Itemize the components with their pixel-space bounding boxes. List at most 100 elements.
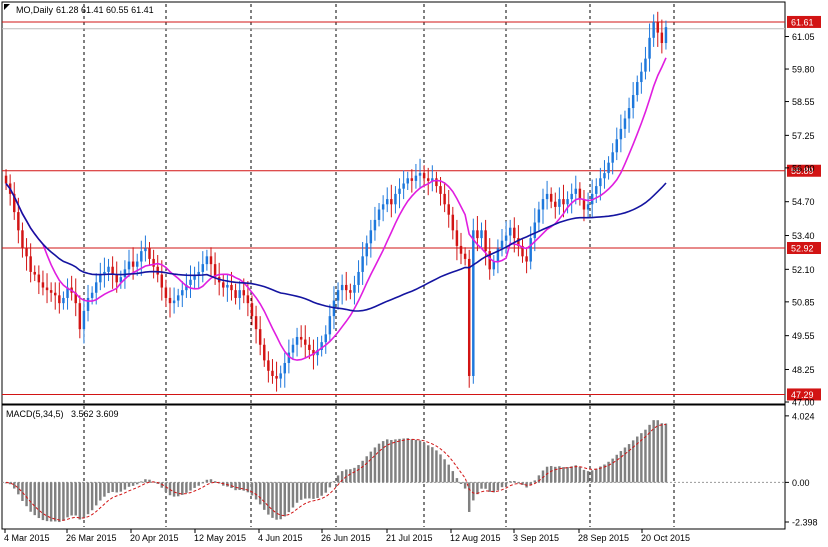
macd-bar bbox=[414, 439, 418, 483]
macd-bar bbox=[74, 482, 77, 516]
macd-bar bbox=[213, 481, 217, 483]
macd-panel[interactable] bbox=[1, 404, 786, 530]
macd-bar bbox=[299, 482, 303, 500]
candle-body bbox=[664, 27, 668, 44]
candle-body bbox=[103, 271, 106, 275]
level-price-label: 55.89 bbox=[791, 166, 814, 176]
candle-body bbox=[660, 32, 664, 44]
candle-body bbox=[41, 282, 45, 288]
price-axis: 61.05 59.80 58.55 57.25 56.00 54.70 53.40 52.10… bbox=[785, 32, 818, 528]
macd-bar bbox=[8, 482, 12, 485]
candle-body bbox=[99, 274, 102, 283]
price-tick-label: 61.05 bbox=[792, 32, 815, 42]
macd-bar bbox=[156, 482, 159, 484]
macd-bar bbox=[398, 438, 401, 483]
candle-body bbox=[467, 258, 471, 376]
candle-body bbox=[123, 269, 127, 278]
candle-body bbox=[189, 279, 192, 285]
candle-body bbox=[299, 336, 303, 340]
candle-body bbox=[390, 199, 393, 205]
candle-body bbox=[615, 139, 618, 153]
macd-bar bbox=[275, 482, 278, 520]
macd-title: MACD(5,34,5) bbox=[6, 409, 64, 419]
macd-bar bbox=[258, 482, 262, 505]
candle-body bbox=[119, 277, 123, 283]
candle-body bbox=[607, 162, 610, 174]
macd-tick-label: 4.024 bbox=[792, 411, 815, 421]
macd-bar bbox=[644, 429, 647, 483]
level-price-label: 47.29 bbox=[791, 390, 814, 400]
macd-bar bbox=[185, 482, 188, 493]
macd-bar bbox=[49, 482, 53, 522]
candle-body bbox=[652, 22, 655, 38]
macd-bar bbox=[664, 423, 668, 483]
macd-bar bbox=[574, 465, 578, 483]
macd-bar bbox=[431, 447, 434, 483]
candle-body bbox=[459, 245, 463, 254]
candle-body bbox=[443, 193, 446, 205]
candle-body bbox=[439, 186, 442, 194]
candle-body bbox=[595, 186, 598, 194]
macd-bar bbox=[386, 439, 389, 483]
candle-body bbox=[234, 290, 237, 298]
moving-average-line bbox=[5, 182, 667, 312]
macd-bar bbox=[435, 450, 438, 483]
macd-bar bbox=[238, 482, 241, 491]
macd-bar bbox=[144, 479, 147, 483]
candle-body bbox=[254, 316, 258, 330]
candle-body bbox=[431, 178, 434, 181]
macd-bar bbox=[287, 482, 291, 513]
candle-body bbox=[599, 178, 602, 187]
candle-body bbox=[140, 251, 143, 262]
macd-bar bbox=[558, 466, 561, 483]
date-tick-label: 4 Jun 2015 bbox=[258, 533, 303, 543]
price-tick-label: 57.25 bbox=[792, 131, 815, 141]
candle-body bbox=[496, 248, 500, 262]
candle-body bbox=[115, 274, 118, 283]
macd-bar bbox=[590, 470, 594, 483]
candle-body bbox=[328, 316, 332, 335]
candle-body bbox=[472, 230, 475, 376]
macd-bar bbox=[267, 482, 270, 515]
macd-bar bbox=[336, 475, 340, 483]
candle-body bbox=[492, 261, 496, 270]
macd-bar bbox=[361, 460, 364, 483]
candle-body bbox=[386, 199, 389, 205]
macd-bar bbox=[115, 482, 118, 493]
candle-body bbox=[279, 373, 282, 379]
candle-body bbox=[500, 240, 504, 249]
candle-body bbox=[603, 173, 606, 179]
candle-body bbox=[168, 297, 172, 304]
macd-bar bbox=[312, 482, 315, 499]
macd-histogram bbox=[2, 420, 785, 523]
macd-bar bbox=[529, 482, 532, 485]
price-panel[interactable] bbox=[1, 1, 786, 405]
candle-body bbox=[58, 295, 61, 304]
candle-body bbox=[369, 230, 373, 244]
price-tick-label: 50.85 bbox=[792, 297, 815, 307]
price-tick-label: 54.70 bbox=[792, 197, 815, 207]
macd-bar bbox=[648, 424, 651, 483]
macd-bar bbox=[467, 482, 471, 512]
candle-body bbox=[508, 227, 512, 236]
candle-body bbox=[21, 230, 24, 249]
macd-bar bbox=[496, 482, 500, 491]
macd-bar bbox=[533, 480, 537, 483]
macd-bar bbox=[459, 482, 463, 484]
candle-body bbox=[574, 188, 578, 194]
candle-body bbox=[49, 290, 53, 293]
candle-body bbox=[545, 193, 549, 200]
candle-body bbox=[582, 199, 586, 210]
macd-bar bbox=[45, 482, 49, 522]
macd-bar bbox=[308, 482, 311, 499]
candle-body bbox=[74, 292, 77, 304]
macd-bar bbox=[291, 482, 295, 508]
date-tick-label: 28 Sep 2015 bbox=[578, 533, 629, 543]
macd-bar bbox=[90, 482, 94, 511]
macd-bar bbox=[377, 443, 381, 483]
price-tick-label: 59.80 bbox=[792, 65, 815, 75]
macd-bar bbox=[99, 482, 102, 501]
macd-bar bbox=[283, 482, 286, 517]
macd-bar bbox=[656, 420, 659, 483]
macd-bar bbox=[320, 482, 323, 496]
